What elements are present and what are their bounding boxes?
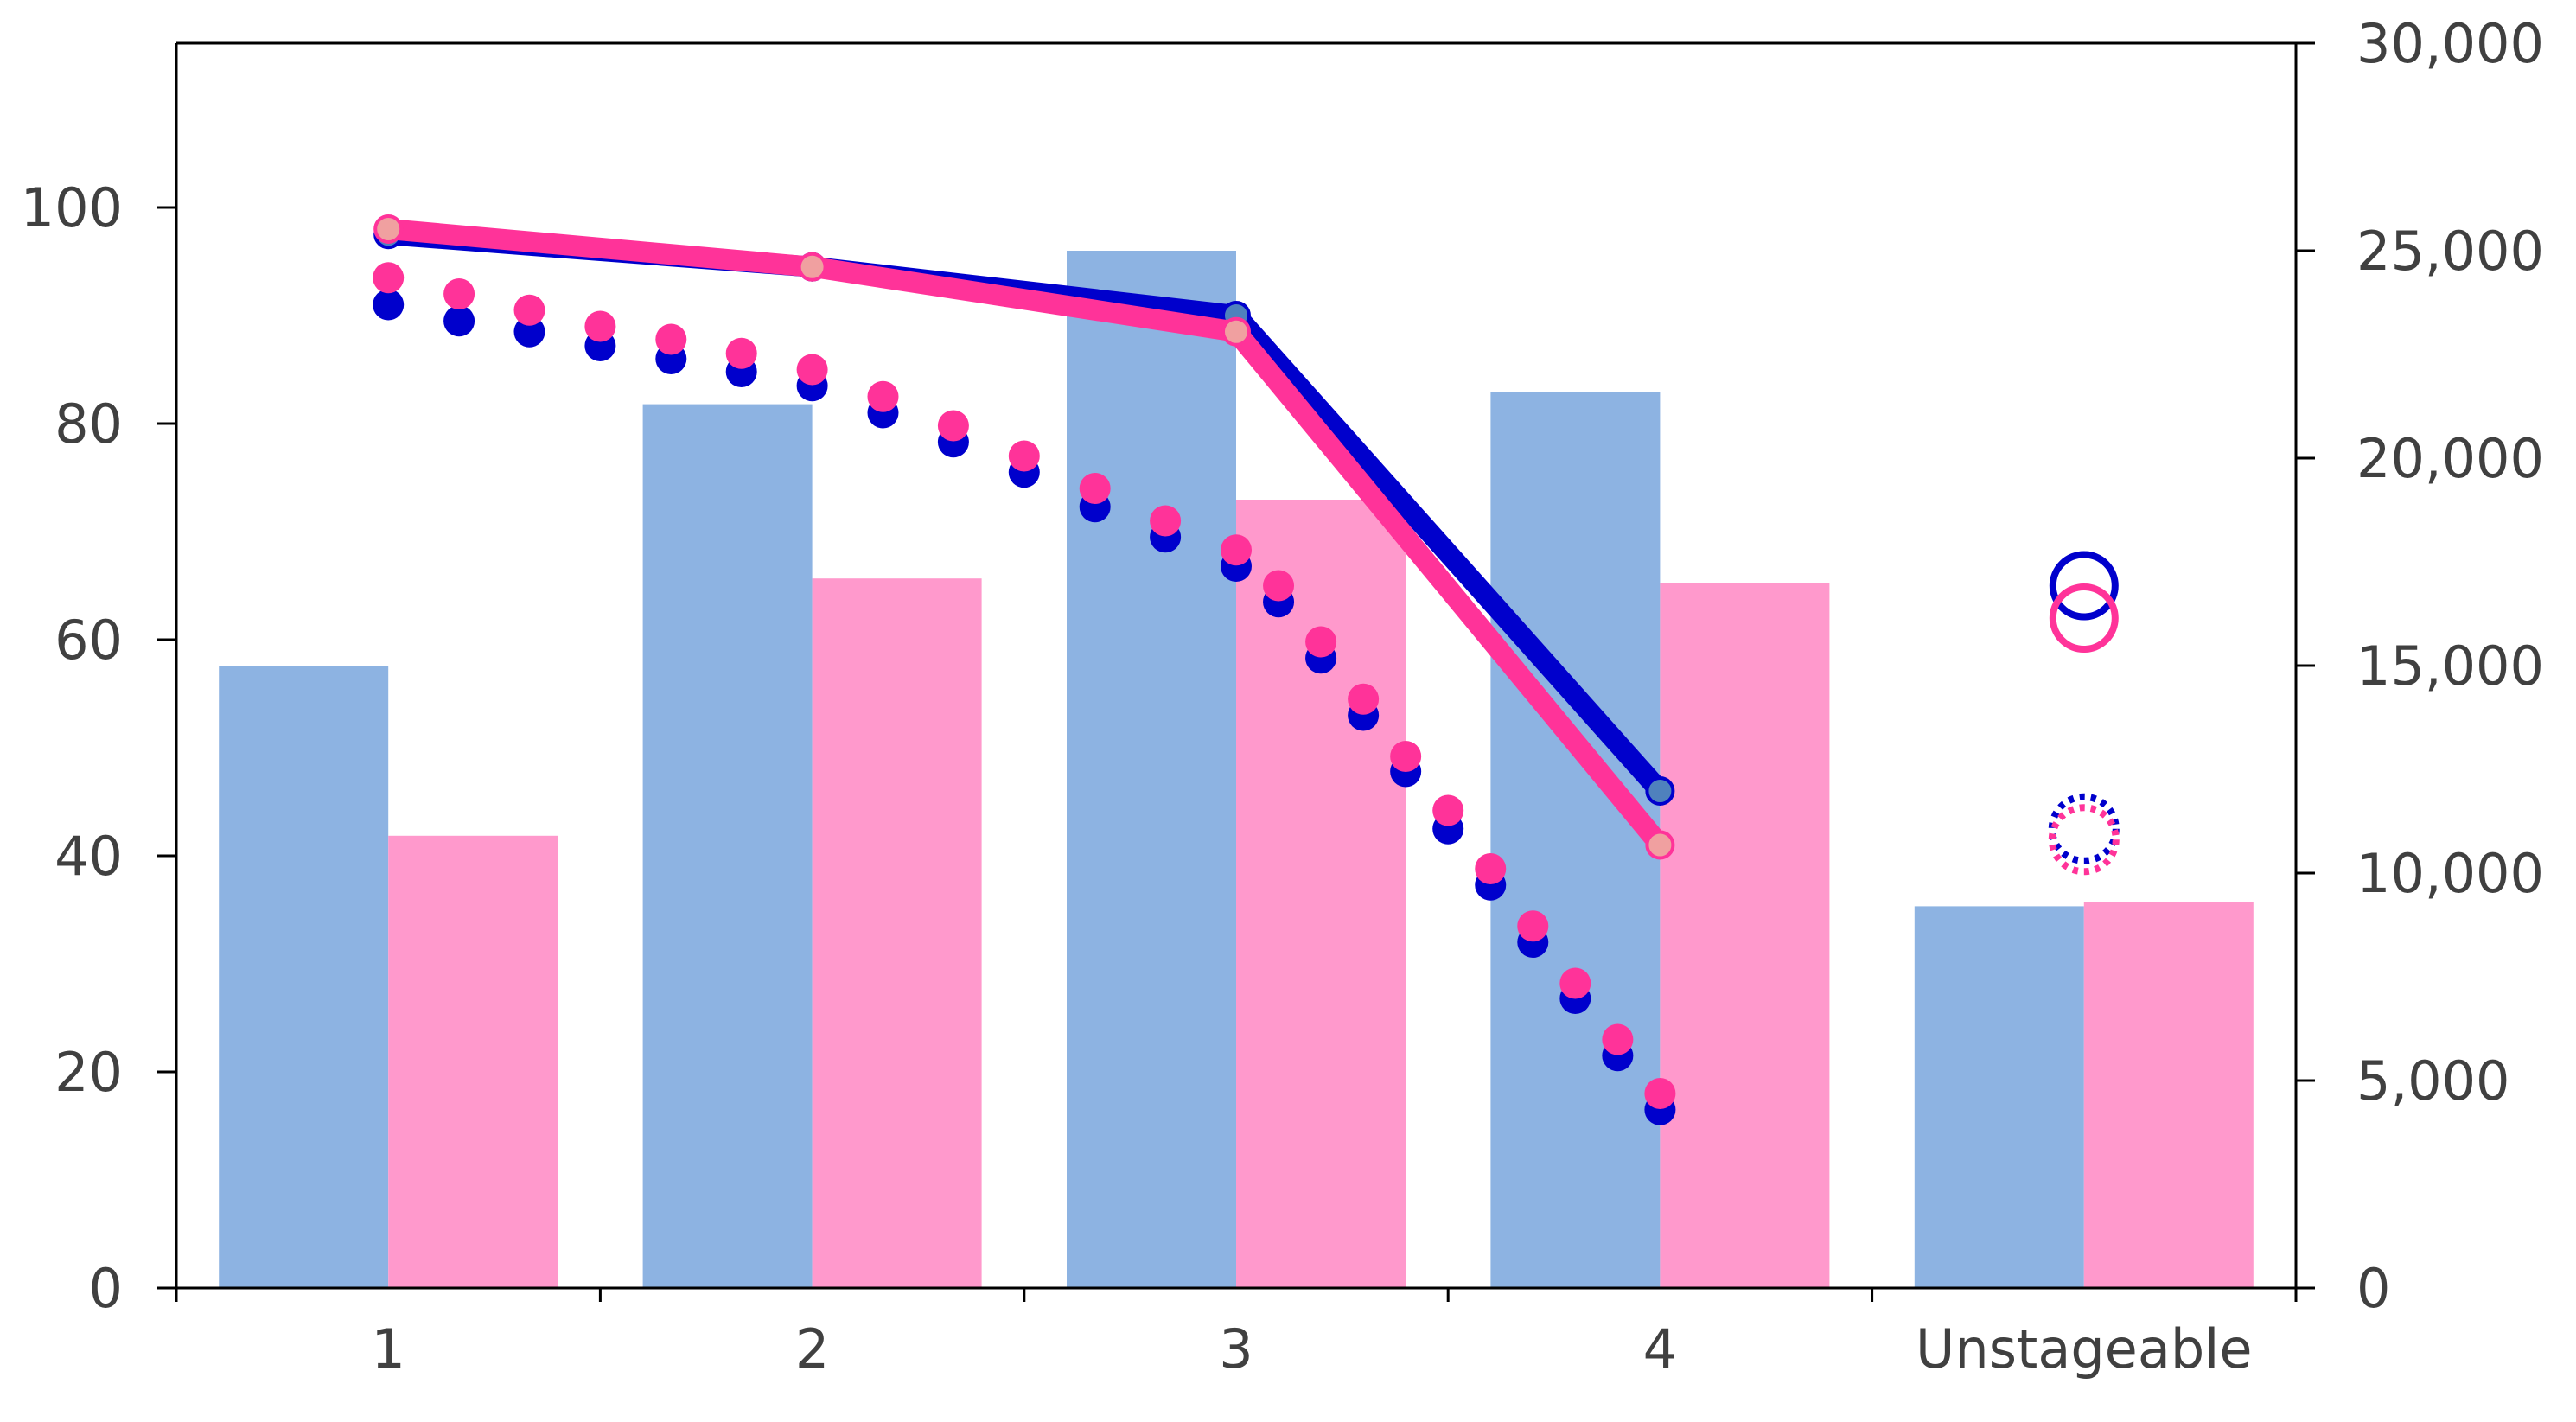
line-series2-marker-1 <box>373 214 404 244</box>
curve2-dot-9 <box>937 410 969 442</box>
x-tick-label-2: 2 <box>795 1317 829 1381</box>
line-series1-marker-4 <box>1645 776 1675 806</box>
curve1-dot-2 <box>443 305 475 337</box>
right-tick-label-1: 0 <box>2356 1257 2390 1320</box>
curve1-dot-1 <box>373 289 405 321</box>
unstageable-marker-2 <box>2049 583 2119 653</box>
bar-series2-4 <box>1660 583 1830 1288</box>
x-tick-label-4: 4 <box>1643 1317 1677 1381</box>
lines-layer <box>373 214 1675 860</box>
curve2-dot-8 <box>867 380 899 412</box>
curve2-dot-7 <box>796 354 828 386</box>
bar-series1-2 <box>642 404 813 1289</box>
curve2-dot-14 <box>1263 570 1295 602</box>
curve2-dot-23 <box>1644 1078 1676 1109</box>
unstageable-marker-4 <box>2048 804 2120 876</box>
bar-series2-5 <box>2083 902 2254 1288</box>
curve2-dot-5 <box>655 323 687 355</box>
line-series2-marker-2 <box>797 252 827 282</box>
curve2-dot-20 <box>1517 910 1549 942</box>
bar-series2-3 <box>1236 500 1406 1288</box>
curve2-dot-21 <box>1559 967 1591 999</box>
line-series2-marker-4 <box>1645 830 1675 860</box>
markers-layer <box>2048 551 2120 876</box>
left-tick-label-4: 60 <box>54 609 123 672</box>
line-series2 <box>387 219 1668 852</box>
line-series2-marker-3 <box>1221 316 1251 347</box>
right-tick-label-6: 25,000 <box>2356 220 2544 283</box>
curve2-dot-11 <box>1079 473 1111 504</box>
bar-series1-1 <box>219 666 389 1288</box>
unstageable-marker-1 <box>2049 551 2119 621</box>
curve2-dot-10 <box>1008 440 1040 472</box>
curve1-dot-3 <box>513 316 545 348</box>
right-tick-label-3: 10,000 <box>2356 842 2544 905</box>
left-tick-label-2: 20 <box>54 1041 123 1104</box>
curve2-dot-12 <box>1150 505 1182 537</box>
dots-layer <box>373 262 1676 1125</box>
right-tick-label-2: 5,000 <box>2356 1049 2510 1113</box>
curve2-dot-22 <box>1602 1023 1634 1055</box>
line-series1 <box>387 224 1668 798</box>
left-tick-label-1: 0 <box>89 1257 123 1320</box>
frame-layer <box>157 41 2315 1302</box>
x-tick-label-1: 1 <box>371 1317 405 1381</box>
bar-series1-5 <box>1914 906 2084 1288</box>
right-tick-label-5: 20,000 <box>2356 427 2544 490</box>
curve2-dot-15 <box>1305 626 1337 658</box>
bars-layer <box>219 251 2254 1289</box>
curve2-dot-2 <box>443 278 475 309</box>
right-tick-label-4: 15,000 <box>2356 634 2544 698</box>
curve2-dot-6 <box>725 337 757 369</box>
curve2-dot-19 <box>1475 853 1507 884</box>
labels-layer: 0 20 40 60 80 100 0 5,000 10,000 15,000 20,000 25,0… <box>21 12 2544 1381</box>
bar-series2-2 <box>812 578 982 1288</box>
curve2-dot-18 <box>1432 794 1464 826</box>
x-tick-label-3: 3 <box>1219 1317 1253 1381</box>
left-tick-label-3: 40 <box>54 825 123 888</box>
unstageable-marker-3 <box>2048 793 2120 864</box>
bar-series1-4 <box>1490 392 1661 1289</box>
curve2-dot-17 <box>1390 741 1422 772</box>
curve2-dot-13 <box>1221 534 1252 566</box>
right-tick-label-7: 30,000 <box>2356 12 2544 75</box>
curve2-dot-4 <box>584 310 616 342</box>
bar-series2-1 <box>388 835 558 1288</box>
curve2-dot-3 <box>513 294 545 326</box>
bar-series1-3 <box>1067 251 1236 1288</box>
curve2-dot-1 <box>373 262 405 294</box>
x-tick-label-5: Unstageable <box>1916 1317 2253 1381</box>
curve2-dot-16 <box>1348 683 1380 715</box>
left-tick-label-5: 80 <box>54 392 123 456</box>
left-tick-label-6: 100 <box>21 176 123 239</box>
